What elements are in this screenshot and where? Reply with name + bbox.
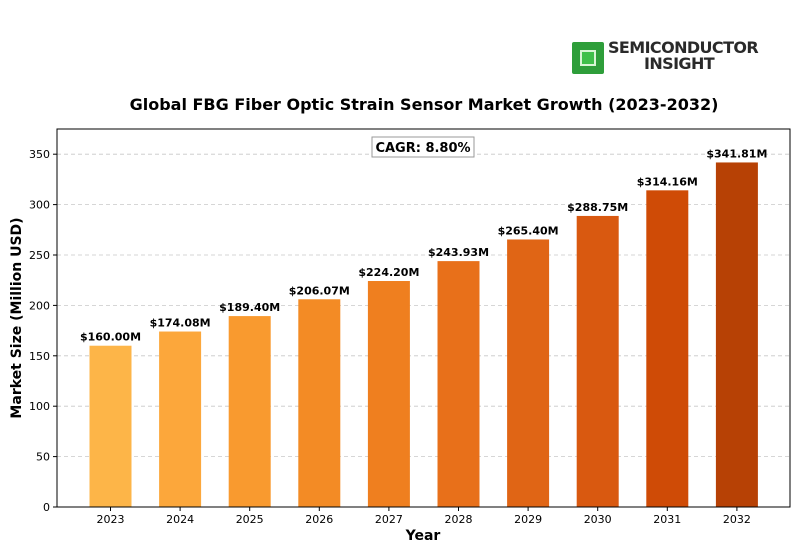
y-tick-label: 0 <box>43 501 50 514</box>
value-label: $243.93M <box>428 246 489 259</box>
x-tick-label: 2026 <box>305 513 333 526</box>
logo-line-2: INSIGHT <box>644 54 715 73</box>
bar-2026 <box>298 299 341 507</box>
x-axis: 2023 2024 2025 2026 2027 2028 2029 2030 2031 2032 <box>97 507 751 526</box>
x-tick-label: 2025 <box>236 513 264 526</box>
y-tick-label: 200 <box>29 299 50 312</box>
logo-wordmark: SEMICONDUCTOR INSIGHT <box>608 38 759 73</box>
bar-2024 <box>159 331 202 507</box>
y-tick-label: 50 <box>36 451 50 464</box>
value-label: $314.16M <box>637 175 698 188</box>
y-axis-title: Market Size (Million USD) <box>9 217 25 418</box>
x-tick-label: 2024 <box>166 513 194 526</box>
bar-2025 <box>228 316 271 507</box>
bar-2031 <box>646 190 689 507</box>
bar-2028 <box>437 261 480 507</box>
semiconductor-insight-logo: SEMICONDUCTOR INSIGHT <box>572 40 772 76</box>
cagr-box <box>371 136 475 158</box>
y-tick-label: 150 <box>29 350 50 363</box>
x-tick-label: 2031 <box>653 513 681 526</box>
x-tick-label: 2029 <box>514 513 542 526</box>
value-labels: $160.00M $174.08M $189.40M $206.07M $224.20M… <box>80 147 767 343</box>
x-tick-label: 2030 <box>584 513 612 526</box>
cagr-annotation: CAGR: 8.80% <box>371 136 475 158</box>
value-label: $224.20M <box>358 266 419 279</box>
x-tick-label: 2023 <box>97 513 125 526</box>
y-tick-label: 250 <box>29 249 50 262</box>
chart-title: Global FBG Fiber Optic Strain Sensor Mar… <box>130 95 719 114</box>
y-tick-label: 100 <box>29 400 50 413</box>
logo-line-1: SEMICONDUCTOR <box>608 38 759 57</box>
plot-frame <box>56 128 791 508</box>
x-tick-label: 2032 <box>723 513 751 526</box>
bars <box>89 162 758 508</box>
value-label: $206.07M <box>289 284 350 297</box>
bar-2027 <box>367 281 410 507</box>
cagr-label: CAGR: 8.80% <box>375 141 470 156</box>
value-label: $288.75M <box>567 201 628 214</box>
bar-2030 <box>576 215 619 507</box>
value-label: $189.40M <box>219 301 280 314</box>
y-tick-label: 300 <box>29 199 50 212</box>
value-label: $265.40M <box>498 224 559 237</box>
bar-2023 <box>89 345 132 507</box>
value-label: $160.00M <box>80 331 141 344</box>
value-label: $174.08M <box>150 317 211 330</box>
bar-2032 <box>715 162 758 508</box>
x-axis-title: Year <box>405 528 441 544</box>
x-tick-label: 2027 <box>375 513 403 526</box>
x-tick-label: 2028 <box>445 513 473 526</box>
chip-logo-icon <box>572 42 604 74</box>
y-axis: 0 50 100 150 200 250 300 350 <box>29 148 57 514</box>
bar-2029 <box>507 239 550 507</box>
y-tick-label: 350 <box>29 148 50 161</box>
value-label: $341.81M <box>706 147 767 160</box>
